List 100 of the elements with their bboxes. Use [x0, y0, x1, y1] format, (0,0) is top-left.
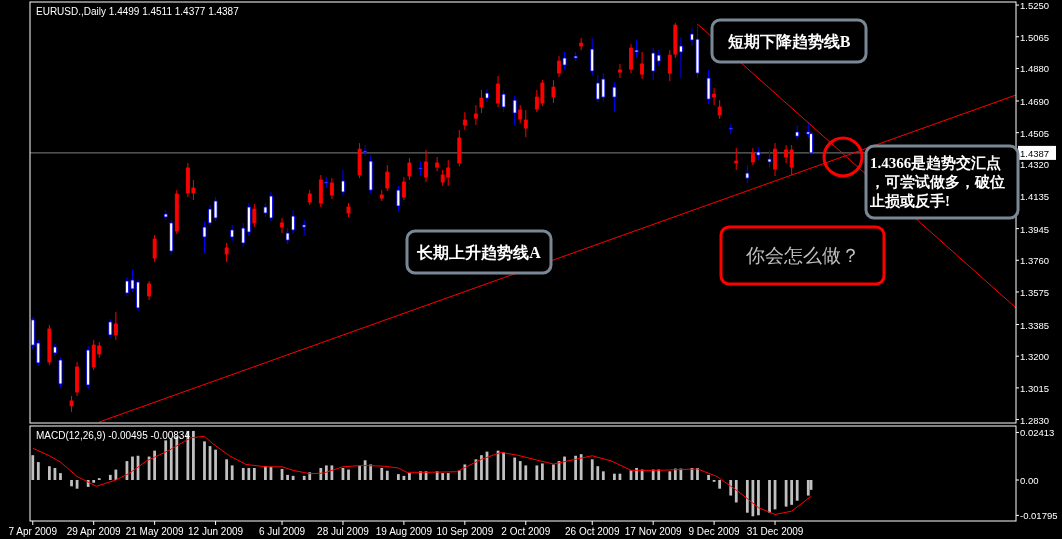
bar — [541, 463, 544, 480]
chart-title: EURUSD.,Daily 1.4499 1.4511 1.4377 1.4387 — [36, 6, 240, 17]
y-tick-label: 1.5250 — [1020, 0, 1050, 12]
x-tick-label: 21 May 2009 — [125, 526, 184, 537]
bar — [613, 473, 616, 480]
bar — [264, 466, 267, 480]
bar — [31, 455, 35, 480]
bar — [552, 464, 555, 480]
y-tick-label: 1.3385 — [1020, 319, 1050, 331]
bar — [131, 456, 134, 480]
bar — [108, 474, 112, 480]
bar — [385, 470, 389, 480]
bar — [396, 474, 400, 480]
x-tick-label: 9 Dec 2009 — [688, 526, 741, 537]
bar — [192, 430, 195, 480]
bar — [751, 480, 755, 517]
bar — [441, 473, 445, 480]
bar — [363, 460, 367, 480]
x-tick-label: 17 Nov 2009 — [624, 526, 682, 537]
bar — [734, 480, 738, 503]
bar — [252, 467, 256, 480]
x-tick-label: 2 Oct 2009 — [501, 526, 551, 537]
bar — [502, 452, 505, 480]
x-tick-label: 29 Apr 2009 — [66, 526, 122, 537]
bar — [169, 438, 173, 480]
x-tick-label: 7 Apr 2009 — [8, 526, 58, 537]
annotation: 1.4366是趋势交汇点，可尝试做多，破位止损或反手! — [864, 144, 1020, 220]
bar — [380, 467, 384, 480]
bar — [579, 454, 583, 480]
bar — [745, 480, 749, 513]
bar — [480, 455, 483, 480]
y-tick-label: 1.4505 — [1020, 127, 1050, 139]
x-tick-label: 12 Jun 2009 — [188, 526, 244, 537]
bar — [446, 473, 450, 480]
bar — [535, 465, 539, 480]
bar — [757, 480, 760, 516]
bar — [457, 470, 461, 480]
annotation: 你会怎么做？ — [744, 245, 860, 267]
bar — [574, 455, 578, 480]
bar — [635, 467, 638, 480]
bar — [164, 440, 168, 480]
bar — [70, 480, 73, 487]
y-tick-label: 1.3200 — [1020, 351, 1050, 363]
bar — [291, 475, 295, 480]
bar — [225, 459, 229, 480]
y-tick-label: 0.00 — [1020, 475, 1039, 486]
bar — [518, 461, 522, 480]
bar — [302, 475, 306, 480]
x-tick-label: 19 Aug 2009 — [375, 526, 433, 537]
x-tick-label: 28 Jul 2009 — [317, 526, 370, 537]
bar — [524, 465, 528, 480]
y-tick-label: 0.02413 — [1020, 427, 1055, 439]
annotation: 1.4366是趋势交汇点，可尝试做多，破位止损或反手! — [869, 154, 1005, 210]
bar — [48, 466, 51, 480]
bar — [408, 473, 411, 480]
bar — [806, 480, 810, 496]
bar — [790, 480, 794, 505]
y-tick-label: 1.3760 — [1020, 255, 1050, 267]
y-tick-label: 1.3945 — [1020, 223, 1050, 235]
y-tick-label: 1.2830 — [1020, 414, 1050, 426]
bar — [590, 459, 594, 480]
x-tick-label: 31 Dec 2009 — [746, 526, 804, 537]
bar — [230, 465, 234, 480]
x-tick-label: 10 Sep 2009 — [436, 526, 494, 537]
bar — [247, 467, 251, 480]
ref-line-label: 1.4387 — [1020, 147, 1050, 159]
bar — [718, 480, 722, 489]
x-tick-label: 6 Jul 2009 — [258, 526, 306, 537]
bar — [36, 462, 40, 480]
y-tick-label: 1.4690 — [1020, 96, 1050, 107]
y-tick-label: 1.3575 — [1020, 286, 1050, 298]
bar — [59, 473, 62, 480]
bar — [601, 471, 605, 480]
bar — [203, 441, 206, 480]
y-tick-label: 1.4880 — [1020, 63, 1050, 75]
bar — [153, 450, 157, 480]
bar — [563, 456, 566, 480]
bar — [214, 449, 217, 480]
bar — [369, 464, 373, 480]
bar — [286, 474, 289, 480]
annotation: 长期上升趋势线A — [405, 229, 553, 275]
bar — [241, 467, 245, 480]
bar — [795, 480, 799, 501]
bar — [92, 480, 96, 483]
bar — [347, 469, 350, 480]
bar — [784, 480, 788, 507]
y-tick-label: 1.5065 — [1020, 31, 1050, 43]
bar — [768, 480, 771, 513]
bar — [596, 466, 600, 480]
bar — [358, 465, 361, 480]
bar — [114, 469, 118, 480]
y-tick-label: 1.4320 — [1020, 159, 1050, 171]
bar — [707, 474, 710, 480]
bar — [463, 464, 467, 480]
annotation: 你会怎么做？ — [719, 225, 886, 286]
x-tick-label: 26 Oct 2009 — [565, 526, 620, 537]
y-tick-label: 1.4135 — [1020, 191, 1050, 203]
bar — [668, 471, 672, 480]
y-tick-label: 1.3015 — [1020, 382, 1050, 394]
annotation: 短期下降趋势线B — [710, 18, 868, 64]
